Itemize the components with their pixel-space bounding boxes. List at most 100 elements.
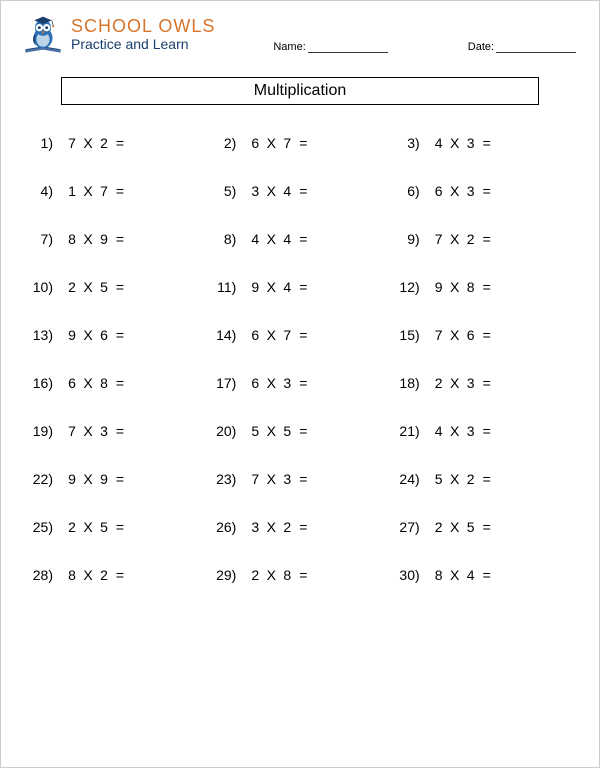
operand-a: 2 bbox=[65, 279, 79, 295]
equals-sign: = bbox=[111, 519, 129, 535]
operator: X bbox=[446, 327, 464, 343]
problem-item: 29)2X8= bbox=[208, 567, 391, 583]
operand-b: 5 bbox=[464, 519, 478, 535]
problem-item: 22)9X9= bbox=[25, 471, 208, 487]
date-blank[interactable] bbox=[496, 52, 576, 53]
operand-a: 4 bbox=[432, 135, 446, 151]
problem-number: 24) bbox=[392, 471, 420, 487]
operand-b: 2 bbox=[280, 519, 294, 535]
problem-item: 25)2X5= bbox=[25, 519, 208, 535]
problem-item: 16)6X8= bbox=[25, 375, 208, 391]
problem-item: 20)5X5= bbox=[208, 423, 391, 439]
operator: X bbox=[446, 231, 464, 247]
problem-number: 4) bbox=[25, 183, 53, 199]
equals-sign: = bbox=[294, 279, 312, 295]
operand-a: 2 bbox=[432, 375, 446, 391]
problem-number: 25) bbox=[25, 519, 53, 535]
problem-item: 4)1X7= bbox=[25, 183, 208, 199]
operand-b: 4 bbox=[280, 231, 294, 247]
problem-number: 10) bbox=[25, 279, 53, 295]
equals-sign: = bbox=[294, 423, 312, 439]
brand-tagline: Practice and Learn bbox=[71, 37, 215, 52]
header: SCHOOL OWLS Practice and Learn Name: Dat… bbox=[21, 13, 579, 57]
problem-item: 9)7X2= bbox=[392, 231, 575, 247]
equals-sign: = bbox=[294, 135, 312, 151]
equals-sign: = bbox=[478, 231, 496, 247]
operator: X bbox=[79, 567, 97, 583]
equals-sign: = bbox=[478, 471, 496, 487]
problem-item: 24)5X2= bbox=[392, 471, 575, 487]
problem-item: 19)7X3= bbox=[25, 423, 208, 439]
operator: X bbox=[79, 231, 97, 247]
equals-sign: = bbox=[294, 231, 312, 247]
operator: X bbox=[79, 423, 97, 439]
operator: X bbox=[262, 279, 280, 295]
operand-a: 9 bbox=[65, 471, 79, 487]
operator: X bbox=[262, 519, 280, 535]
operand-a: 9 bbox=[432, 279, 446, 295]
problem-number: 27) bbox=[392, 519, 420, 535]
operator: X bbox=[79, 135, 97, 151]
name-blank[interactable] bbox=[308, 52, 388, 53]
operand-a: 6 bbox=[248, 135, 262, 151]
problem-number: 20) bbox=[208, 423, 236, 439]
name-field: Name: bbox=[273, 41, 387, 53]
operand-b: 4 bbox=[280, 183, 294, 199]
date-label: Date: bbox=[468, 41, 494, 53]
problem-item: 1)7X2= bbox=[25, 135, 208, 151]
problem-item: 15)7X6= bbox=[392, 327, 575, 343]
operator: X bbox=[262, 327, 280, 343]
operand-b: 3 bbox=[464, 375, 478, 391]
problem-number: 23) bbox=[208, 471, 236, 487]
problem-item: 17)6X3= bbox=[208, 375, 391, 391]
problem-number: 15) bbox=[392, 327, 420, 343]
operator: X bbox=[446, 567, 464, 583]
equals-sign: = bbox=[111, 279, 129, 295]
problem-item: 7)8X9= bbox=[25, 231, 208, 247]
operand-a: 5 bbox=[248, 423, 262, 439]
operand-b: 5 bbox=[280, 423, 294, 439]
operand-a: 5 bbox=[432, 471, 446, 487]
operand-a: 4 bbox=[248, 231, 262, 247]
operand-a: 1 bbox=[65, 183, 79, 199]
problem-number: 30) bbox=[392, 567, 420, 583]
problem-item: 23)7X3= bbox=[208, 471, 391, 487]
operand-a: 2 bbox=[248, 567, 262, 583]
problem-number: 16) bbox=[25, 375, 53, 391]
operand-b: 2 bbox=[464, 471, 478, 487]
operator: X bbox=[262, 567, 280, 583]
equals-sign: = bbox=[111, 135, 129, 151]
problem-number: 5) bbox=[208, 183, 236, 199]
operand-b: 3 bbox=[280, 471, 294, 487]
equals-sign: = bbox=[294, 567, 312, 583]
problem-item: 2)6X7= bbox=[208, 135, 391, 151]
equals-sign: = bbox=[111, 231, 129, 247]
operand-a: 8 bbox=[65, 567, 79, 583]
problem-number: 9) bbox=[392, 231, 420, 247]
equals-sign: = bbox=[111, 183, 129, 199]
equals-sign: = bbox=[294, 183, 312, 199]
problem-number: 11) bbox=[208, 279, 236, 295]
operand-a: 7 bbox=[248, 471, 262, 487]
problem-number: 8) bbox=[208, 231, 236, 247]
problem-number: 22) bbox=[25, 471, 53, 487]
problem-number: 14) bbox=[208, 327, 236, 343]
owl-icon bbox=[21, 13, 65, 57]
brand-name: SCHOOL OWLS bbox=[71, 17, 215, 37]
equals-sign: = bbox=[478, 375, 496, 391]
operand-b: 6 bbox=[97, 327, 111, 343]
problem-item: 21)4X3= bbox=[392, 423, 575, 439]
worksheet-title: Multiplication bbox=[61, 77, 539, 105]
date-field: Date: bbox=[468, 41, 576, 53]
equals-sign: = bbox=[478, 519, 496, 535]
equals-sign: = bbox=[111, 567, 129, 583]
operand-b: 2 bbox=[97, 567, 111, 583]
equals-sign: = bbox=[478, 183, 496, 199]
problem-item: 27)2X5= bbox=[392, 519, 575, 535]
problem-item: 6)6X3= bbox=[392, 183, 575, 199]
problem-number: 3) bbox=[392, 135, 420, 151]
operator: X bbox=[446, 519, 464, 535]
problem-item: 11)9X4= bbox=[208, 279, 391, 295]
operand-a: 8 bbox=[432, 567, 446, 583]
equals-sign: = bbox=[478, 327, 496, 343]
